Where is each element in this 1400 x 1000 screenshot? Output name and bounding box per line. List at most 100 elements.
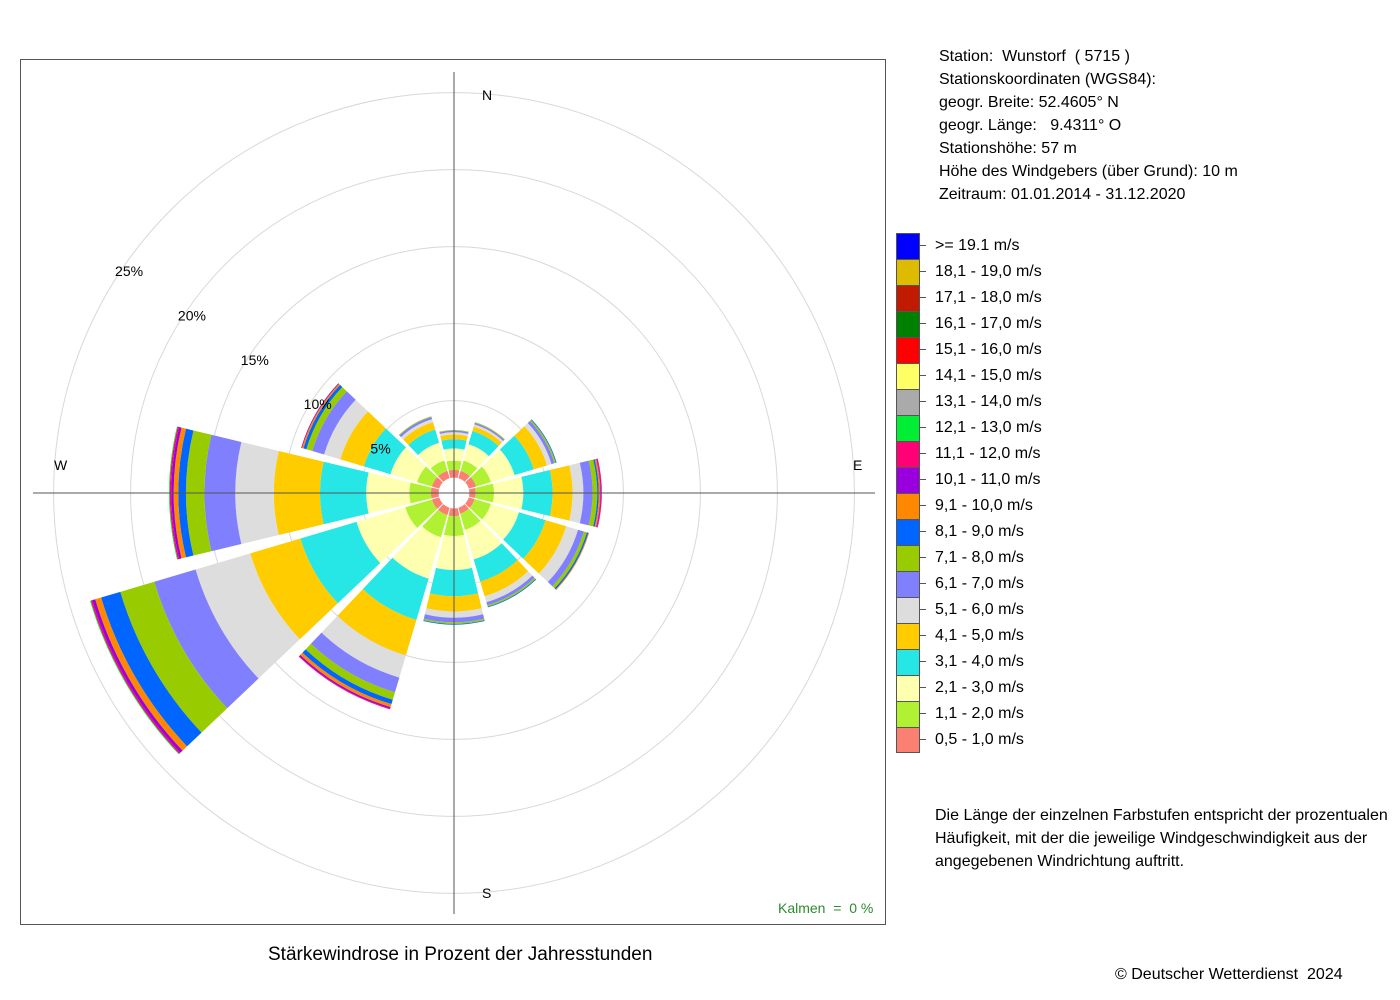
legend-swatch bbox=[896, 441, 920, 467]
sector-segment bbox=[417, 466, 438, 487]
sector-segment bbox=[473, 543, 518, 582]
sector-segment bbox=[438, 470, 450, 482]
station-info: Station: Wunstorf ( 5715 ) Stationskoord… bbox=[939, 45, 1238, 206]
legend-swatch bbox=[896, 259, 920, 285]
sector-segment bbox=[423, 620, 485, 625]
legend-swatch bbox=[896, 389, 920, 415]
legend-label: 9,1 - 10,0 m/s bbox=[935, 497, 1033, 514]
sector-segment bbox=[392, 526, 441, 579]
sector-segment bbox=[460, 460, 478, 477]
legend-swatch bbox=[896, 415, 920, 441]
legend-tick bbox=[920, 583, 926, 584]
legend-swatch bbox=[896, 727, 920, 753]
ring-label: 20% bbox=[178, 307, 206, 323]
sector-segment bbox=[305, 643, 395, 700]
legend-tick bbox=[920, 635, 926, 636]
legend-label: 6,1 - 7,0 m/s bbox=[935, 575, 1024, 592]
sector-segment bbox=[481, 503, 519, 540]
sector-segment bbox=[399, 416, 433, 438]
sector-segment bbox=[303, 384, 343, 450]
ring-label: 15% bbox=[241, 352, 269, 368]
legend-label: 5,1 - 6,0 m/s bbox=[935, 601, 1024, 618]
sector-segment bbox=[169, 426, 180, 560]
legend-label: 15,1 - 16,0 m/s bbox=[935, 341, 1042, 358]
sector-segment bbox=[465, 477, 477, 489]
sector-segment bbox=[362, 557, 429, 620]
copyright: © Deutscher Wetterdienst 2024 bbox=[1115, 966, 1343, 983]
legend-swatch bbox=[896, 597, 920, 623]
chart-title: Stärkewindrose in Prozent der Jahresstun… bbox=[268, 944, 653, 965]
sector-segment bbox=[408, 429, 440, 456]
sector-segment bbox=[417, 442, 445, 469]
direction-label: S bbox=[482, 885, 491, 901]
legend-label: 0,5 - 1,0 m/s bbox=[935, 731, 1024, 748]
sector-segment bbox=[390, 447, 427, 483]
legend-swatch bbox=[896, 233, 920, 259]
sector-segment bbox=[403, 422, 436, 445]
legend-tick bbox=[920, 271, 926, 272]
legend-tick bbox=[920, 557, 926, 558]
sector-segment bbox=[95, 597, 188, 751]
sector-segment bbox=[472, 426, 502, 447]
legend-label: 13,1 - 14,0 m/s bbox=[935, 393, 1042, 410]
legend-tick bbox=[920, 661, 926, 662]
legend-label: 3,1 - 4,0 m/s bbox=[935, 653, 1024, 670]
sector-segment bbox=[465, 497, 475, 508]
legend-swatch bbox=[896, 545, 920, 571]
sector-segment bbox=[439, 430, 469, 434]
sector-segment bbox=[547, 529, 584, 587]
legend-tick bbox=[920, 739, 926, 740]
sector-segment bbox=[538, 526, 579, 583]
sector-segment bbox=[481, 449, 515, 483]
legend-swatch bbox=[896, 519, 920, 545]
ring-label: 10% bbox=[304, 396, 332, 412]
time-period: Zeitraum: 01.01.2014 - 31.12.2020 bbox=[939, 186, 1186, 203]
legend-swatch bbox=[896, 493, 920, 519]
legend-label: 12,1 - 13,0 m/s bbox=[935, 419, 1042, 436]
legend-tick bbox=[920, 479, 926, 480]
legend-tick bbox=[920, 713, 926, 714]
legend-tick bbox=[920, 453, 926, 454]
legend-label: 10,1 - 11,0 m/s bbox=[935, 471, 1041, 488]
sector-segment bbox=[529, 419, 556, 464]
sector-segment bbox=[363, 428, 406, 475]
sector-segment bbox=[431, 497, 443, 509]
sector-segment bbox=[356, 507, 418, 563]
legend-tick bbox=[920, 349, 926, 350]
sector-segment bbox=[300, 652, 392, 708]
legend-swatch bbox=[896, 337, 920, 363]
legend-label: 2,1 - 3,0 m/s bbox=[935, 679, 1024, 696]
sector-segment bbox=[321, 615, 406, 678]
legend-label: 18,1 - 19,0 m/s bbox=[935, 263, 1042, 280]
legend-swatch bbox=[896, 311, 920, 337]
legend-tick bbox=[920, 245, 926, 246]
sector-segment bbox=[474, 422, 505, 442]
legend-tick bbox=[920, 427, 926, 428]
legend-swatch bbox=[896, 675, 920, 701]
legend-swatch bbox=[896, 285, 920, 311]
sector-segment bbox=[439, 429, 469, 433]
legend-tick bbox=[920, 297, 926, 298]
wind-rose-panel: N E S W 5% 10% 15% 20% 25% bbox=[20, 59, 886, 925]
legend-swatch bbox=[896, 467, 920, 493]
sector-segment bbox=[422, 509, 448, 538]
sector-segment bbox=[480, 560, 529, 597]
station-elevation: Stationshöhe: 57 m bbox=[939, 140, 1077, 157]
sector-segment bbox=[484, 571, 533, 603]
direction-label: N bbox=[482, 87, 492, 103]
sector-segment bbox=[400, 419, 434, 440]
ring-label: 5% bbox=[370, 441, 390, 457]
sector-segment bbox=[596, 458, 602, 528]
sector-segment bbox=[171, 427, 182, 559]
legend-swatch bbox=[896, 363, 920, 389]
legend-tick bbox=[920, 375, 926, 376]
calm-label: Kalmen = 0 % bbox=[778, 900, 874, 916]
sector-segment bbox=[487, 577, 536, 607]
sector-segment bbox=[154, 569, 259, 709]
legend-tick bbox=[920, 401, 926, 402]
sector-segment bbox=[431, 477, 443, 489]
ring-label: 25% bbox=[115, 263, 143, 279]
sector-segment bbox=[552, 531, 587, 589]
sector-segment bbox=[523, 520, 567, 574]
sector-segment bbox=[503, 512, 546, 559]
